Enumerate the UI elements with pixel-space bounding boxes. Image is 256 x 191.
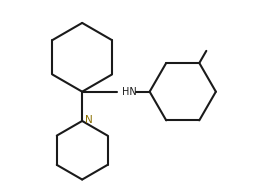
Text: HN: HN xyxy=(122,87,137,97)
Text: N: N xyxy=(85,115,93,125)
